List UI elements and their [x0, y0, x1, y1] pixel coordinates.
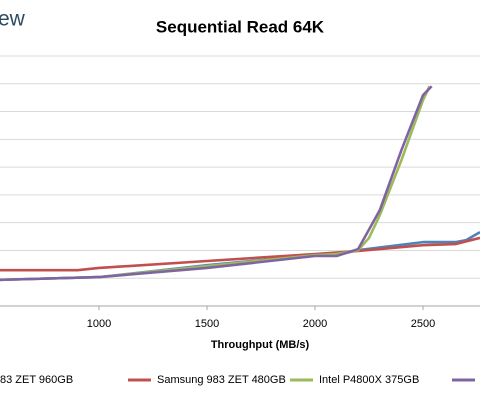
x-tick-label: 1000: [87, 318, 111, 330]
legend-label: Intel P4800X 375GB: [319, 374, 419, 386]
chart-title: Sequential Read 64K: [156, 17, 325, 36]
watermark: ew: [0, 8, 26, 31]
legend-label: 83 ZET 960GB: [0, 374, 73, 386]
series-line: [0, 230, 480, 282]
x-axis-label: Throughput (MB/s): [211, 339, 310, 351]
series-line: [0, 85, 433, 282]
x-tick-label: 2500: [411, 318, 435, 330]
legend-label: Samsung 983 ZET 480GB: [157, 374, 286, 386]
x-tick-label: 2000: [303, 318, 327, 330]
x-tick-label: 1500: [195, 318, 219, 330]
